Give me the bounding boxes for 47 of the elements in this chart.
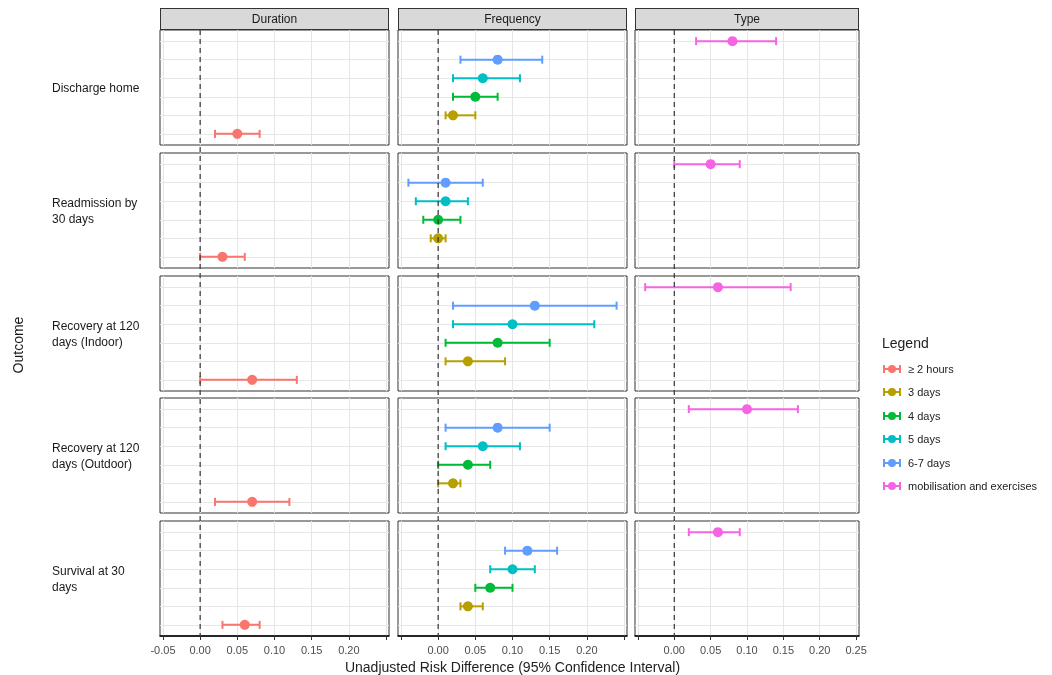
x-tick-label: 0.00 xyxy=(189,643,211,656)
point xyxy=(232,128,243,139)
legend-title: Legend xyxy=(882,335,930,351)
x-tick-label: 0.15 xyxy=(300,643,323,656)
x-axis-title: Unadjusted Risk Difference (95% Confidence Interval) xyxy=(344,659,681,675)
point xyxy=(247,496,258,507)
point xyxy=(712,527,723,538)
text: ≥ 2 hours xyxy=(908,362,954,375)
y-tick-label: Recovery at 120 days (Indoor) xyxy=(52,318,143,349)
x-tick-label: 0.10 xyxy=(501,643,524,656)
text: 6-7 days xyxy=(908,456,951,469)
x-tick-label: 0.10 xyxy=(263,643,286,656)
facet-strip: Duration xyxy=(160,8,389,30)
point xyxy=(742,404,752,415)
x-tick-label: 0.20 xyxy=(338,643,360,656)
chart-title: Type xyxy=(733,12,760,26)
x-tick-label: 0.00 xyxy=(427,643,449,656)
point xyxy=(712,282,723,293)
x-tick-label: 0.20 xyxy=(576,643,598,656)
y-tick-label: Survival at 30 days xyxy=(52,563,129,594)
y-tick-label: Readmission by 30 days xyxy=(52,195,141,226)
chart-title: Frequency xyxy=(484,12,541,26)
text: 3 days xyxy=(908,386,941,399)
chart-title: Duration xyxy=(251,12,298,26)
text: 5 days xyxy=(908,433,941,446)
x-tick-label: 0.15 xyxy=(538,643,561,656)
x-tick-label: 0.05 xyxy=(699,643,722,656)
x-tick-label: 0.05 xyxy=(464,643,487,656)
text: 4 days xyxy=(908,409,941,422)
x-tick-label: 0.15 xyxy=(772,643,795,656)
point xyxy=(239,619,250,630)
y-tick-label: Recovery at 120 days (Outdoor) xyxy=(52,440,143,471)
point xyxy=(705,159,716,170)
facet-strip: Type xyxy=(635,8,859,30)
point xyxy=(247,374,258,385)
x-tick-label: 0.20 xyxy=(809,643,831,656)
x-tick-label: 0.25 xyxy=(845,643,867,656)
facet-strip: Frequency xyxy=(398,8,627,30)
x-tick-label: 0.00 xyxy=(663,643,685,656)
legend-label: mobilisation and exercises xyxy=(908,480,1038,493)
point xyxy=(217,251,228,262)
point xyxy=(727,36,738,47)
x-tick-label: 0.05 xyxy=(226,643,249,656)
x-tick-label: 0.10 xyxy=(736,643,758,656)
x-tick-label: -0.05 xyxy=(150,643,176,656)
y-axis-title: Outcome xyxy=(10,316,26,374)
y-tick-label: Discharge home xyxy=(52,80,140,95)
